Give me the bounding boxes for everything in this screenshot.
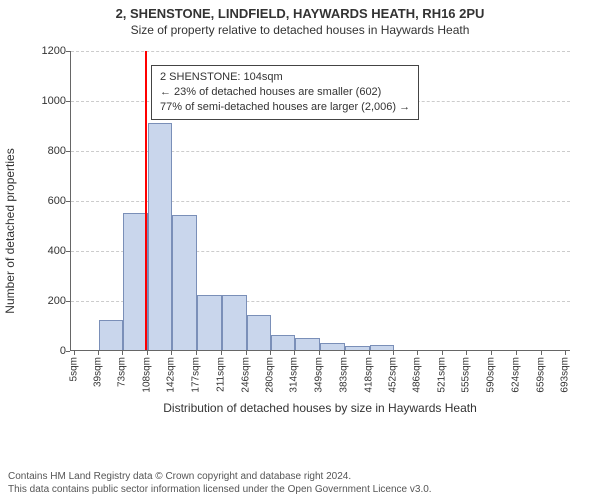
x-tick-mark (393, 351, 394, 355)
y-axis-label: Number of detached properties (3, 148, 17, 313)
x-tick-label: 349sqm (314, 357, 325, 393)
histogram-bar (271, 335, 295, 350)
histogram-bar (172, 215, 197, 350)
x-tick-mark (565, 351, 566, 355)
x-tick-label: 590sqm (486, 357, 497, 393)
x-tick-label: 211sqm (215, 357, 226, 392)
x-tick-label: 521sqm (437, 357, 448, 393)
x-tick-mark (196, 351, 197, 355)
y-tick-label: 400 (32, 245, 66, 257)
x-tick-mark (98, 351, 99, 355)
footer-attribution: Contains HM Land Registry data © Crown c… (8, 471, 592, 496)
x-tick-label: 5sqm (68, 357, 79, 381)
x-tick-label: 142sqm (166, 357, 177, 393)
x-tick-label: 177sqm (191, 357, 202, 393)
x-tick-label: 452sqm (387, 357, 398, 393)
x-tick-mark (369, 351, 370, 355)
annotation-line3: 77% of semi-detached houses are larger (… (160, 100, 410, 115)
x-tick-mark (344, 351, 345, 355)
x-tick-label: 246sqm (240, 357, 251, 393)
x-tick-mark (270, 351, 271, 355)
annotation-box: 2 SHENSTONE: 104sqm ← 23% of detached ho… (151, 65, 419, 120)
page-title: 2, SHENSTONE, LINDFIELD, HAYWARDS HEATH,… (0, 6, 600, 21)
y-tick-label: 800 (32, 145, 66, 157)
x-tick-label: 555sqm (461, 357, 472, 393)
x-tick-label: 624sqm (510, 357, 521, 393)
plot-area: 2 SHENSTONE: 104sqm ← 23% of detached ho… (70, 51, 570, 351)
histogram-bar (370, 345, 394, 350)
x-tick-mark (442, 351, 443, 355)
x-tick-label: 280sqm (265, 357, 276, 393)
x-tick-mark (491, 351, 492, 355)
y-tick-label: 0 (32, 345, 66, 357)
chart-container: Number of detached properties 0200400600… (20, 41, 580, 421)
y-tick-label: 1200 (32, 45, 66, 57)
x-tick-mark (74, 351, 75, 355)
x-tick-label: 659sqm (535, 357, 546, 393)
histogram-bar (99, 320, 123, 350)
x-tick-mark (171, 351, 172, 355)
x-tick-label: 486sqm (412, 357, 423, 393)
histogram-bar (222, 295, 247, 350)
x-tick-mark (541, 351, 542, 355)
histogram-bar (148, 123, 172, 351)
x-tick-label: 693sqm (560, 357, 571, 393)
histogram-bar (295, 338, 320, 351)
histogram-bar (247, 315, 271, 350)
y-tick-mark (66, 351, 70, 352)
x-tick-mark (246, 351, 247, 355)
annotation-line1: 2 SHENSTONE: 104sqm (160, 70, 410, 85)
histogram-bar (345, 346, 370, 350)
x-tick-label: 314sqm (289, 357, 300, 393)
footer-line1: Contains HM Land Registry data © Crown c… (8, 471, 592, 484)
y-tick-label: 600 (32, 195, 66, 207)
x-tick-label: 383sqm (338, 357, 349, 393)
histogram-bar (197, 295, 221, 350)
x-tick-mark (221, 351, 222, 355)
footer-line2: This data contains public sector informa… (8, 484, 592, 497)
x-tick-mark (122, 351, 123, 355)
x-tick-mark (147, 351, 148, 355)
x-tick-mark (294, 351, 295, 355)
reference-vertical-line (145, 51, 147, 350)
x-tick-label: 73sqm (117, 357, 128, 387)
x-tick-label: 39sqm (92, 357, 103, 387)
y-tick-label: 1000 (32, 95, 66, 107)
y-tick-label: 200 (32, 295, 66, 307)
page-subtitle: Size of property relative to detached ho… (0, 23, 600, 37)
x-tick-mark (466, 351, 467, 355)
x-tick-label: 108sqm (142, 357, 153, 393)
x-tick-mark (319, 351, 320, 355)
x-tick-label: 418sqm (363, 357, 374, 393)
x-tick-mark (516, 351, 517, 355)
annotation-line2: ← 23% of detached houses are smaller (60… (160, 85, 410, 100)
x-axis-label: Distribution of detached houses by size … (70, 401, 570, 415)
histogram-bar (320, 343, 344, 351)
x-tick-mark (417, 351, 418, 355)
